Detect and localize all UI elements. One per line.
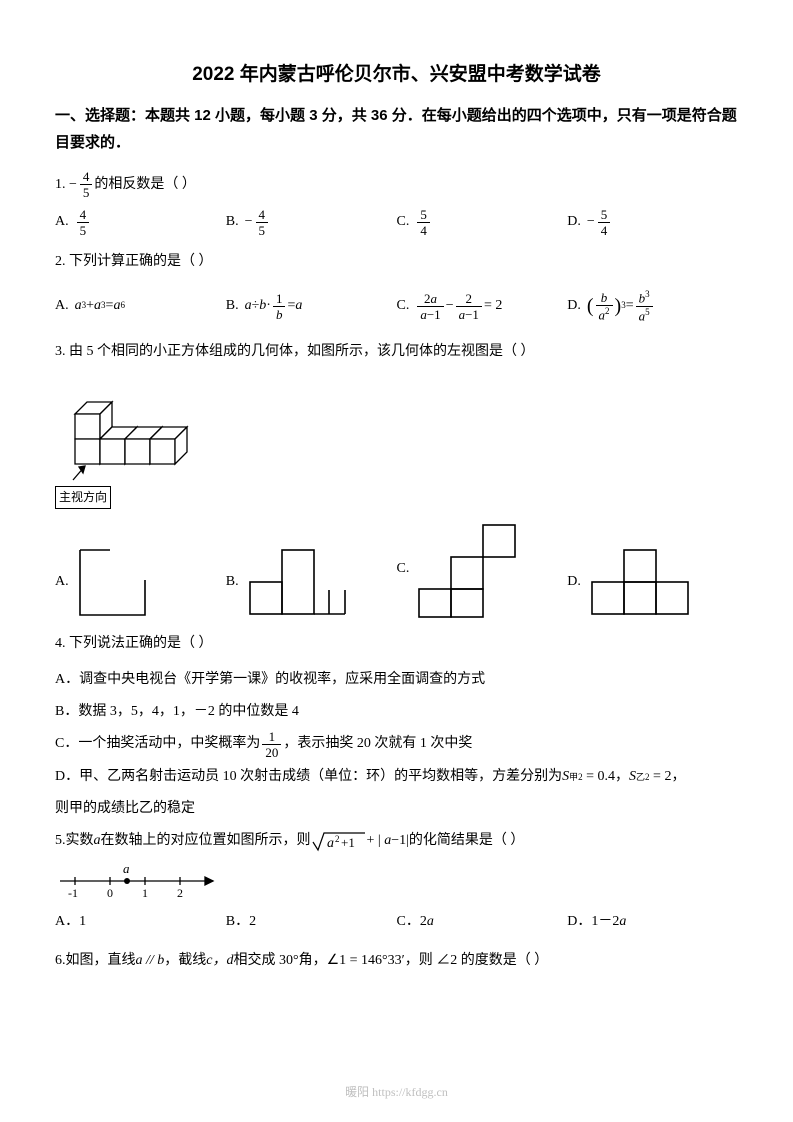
q3-caption: 主视方向	[55, 486, 111, 509]
q4-optC: C．一个抽奖活动中，中奖概率为 120 ，表示抽奖 20 次就有 1 次中奖	[55, 730, 738, 759]
optA-shape-icon	[75, 545, 155, 620]
q2-options: A. a3 + a3 = a6 B. a ÷ b · 1b = a C. 2aa…	[55, 284, 738, 328]
cubes-icon	[55, 374, 205, 484]
q4-optB: B．数据 3，5，4，1，－2 的中位数是 4	[55, 698, 738, 726]
q3-options: A. B. C. D.	[55, 520, 738, 620]
question-1: 1. − 45 的相反数是（ ）	[55, 170, 738, 199]
numberline-icon: a -1 0 1 2	[55, 863, 225, 903]
section-heading: 一、选择题：本题共 12 小题，每小题 3 分，共 36 分．在每小题给出的四个…	[55, 102, 738, 156]
question-6: 6. 如图，直线 a // b ，截线 c，d 相交成 30°角， ∠1 = 1…	[55, 947, 738, 975]
svg-text:0: 0	[107, 886, 113, 900]
sqrt-icon: a 2 +1	[311, 830, 367, 852]
page-footer: 暖阳 https://kfdgg.cn	[0, 1083, 793, 1100]
q5-numberline: a -1 0 1 2	[55, 863, 738, 903]
optD-shape-icon	[587, 545, 697, 620]
q4-optD: D．甲、乙两名射击运动员 10 次射击成绩（单位：环）的平均数相等，方差分别为 …	[55, 763, 738, 791]
svg-text:2: 2	[335, 834, 340, 844]
question-3: 3. 由 5 个相同的小正方体组成的几何体，如图所示，该几何体的左视图是（ ）	[55, 338, 738, 366]
svg-text:2: 2	[177, 886, 183, 900]
q4-optD2: 则甲的成绩比乙的稳定	[55, 795, 738, 823]
svg-text:a: a	[327, 836, 334, 851]
svg-text:1: 1	[142, 886, 148, 900]
question-2: 2. 下列计算正确的是（ ）	[55, 248, 738, 276]
question-4: 4. 下列说法正确的是（ ）	[55, 630, 738, 658]
svg-text:+1: +1	[341, 835, 355, 850]
q1-tail: 的相反数是（ ）	[94, 171, 196, 199]
q5-options: A．1 B．2 C．2a D．1－2a	[55, 907, 738, 938]
optB-shape-icon	[245, 545, 355, 620]
q1-options: A. 45 B. −45 C. 54 D. −54	[55, 207, 738, 238]
q3-figure	[55, 374, 738, 484]
optC-shape-icon	[415, 520, 525, 620]
page-title: 2022 年内蒙古呼伦贝尔市、兴安盟中考数学试卷	[55, 60, 738, 90]
q1-number: 1.	[55, 171, 66, 199]
svg-text:-1: -1	[68, 886, 78, 900]
svg-text:a: a	[123, 863, 130, 876]
q4-optA: A．调查中央电视台《开学第一课》的收视率，应采用全面调查的方式	[55, 666, 738, 694]
question-5: 5. 实数 a 在数轴上的对应位置如图所示，则 a 2 +1 + | a −1|…	[55, 827, 738, 855]
